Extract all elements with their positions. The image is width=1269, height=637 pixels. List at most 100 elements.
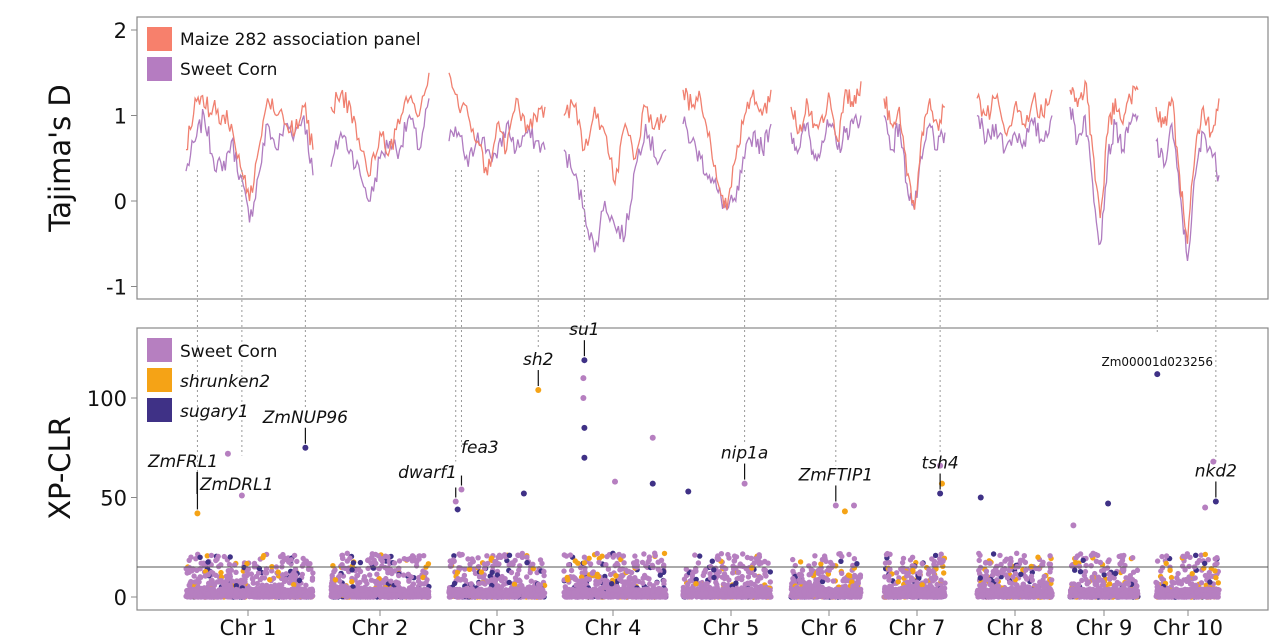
xpclr-point-sweet <box>839 553 845 560</box>
xpclr-point-sh2 <box>595 574 601 580</box>
xpclr-point-sweet <box>763 573 769 579</box>
xpclr-point-sweet <box>680 593 687 599</box>
xpclr-point-sweet <box>798 572 804 579</box>
xpclr-point-sweet <box>227 573 233 580</box>
xpclr-point-sweet <box>613 593 619 600</box>
xpclr-point-sweet <box>693 591 699 597</box>
xpclr-point-sweet <box>819 591 826 598</box>
xpclr-point-sweet <box>819 556 826 563</box>
xpclr-point-sweet <box>455 576 461 582</box>
xpclr-point-sweet <box>233 569 239 575</box>
xpclr-y-label: XP-CLR <box>43 416 77 520</box>
xpclr-point-sweet <box>533 592 539 599</box>
xpclr-point-sweet <box>391 560 398 566</box>
xpclr-point-sweet <box>931 573 937 579</box>
tajima-plot-frame <box>136 16 1269 300</box>
xpclr-point-sweet <box>470 558 476 565</box>
xpclr-point-sweet <box>643 563 649 569</box>
xpclr-point-sweet <box>692 552 698 558</box>
xpclr-point-sweet <box>496 590 503 596</box>
xpclr-point-sh2 <box>910 567 916 574</box>
xpclr-point-sweet <box>681 576 688 582</box>
tajima-line-sweet-chr6 <box>790 112 862 162</box>
xpclr-point-sweet <box>452 591 458 598</box>
xpclr-point-su1 <box>241 564 247 571</box>
xpclr-point-su1 <box>854 561 860 567</box>
xpclr-point-sweet <box>731 558 737 564</box>
xpclr-point-sweet <box>605 590 611 597</box>
xpclr-point-sweet <box>415 587 422 593</box>
xpclr-point-sweet <box>218 562 224 568</box>
xpclr-point-sweet <box>287 557 293 563</box>
xpclr-point-sweet <box>233 589 239 595</box>
xpclr-point-sweet <box>519 586 525 593</box>
xpclr-point-sweet <box>226 568 232 575</box>
xpclr-point-sweet <box>513 587 519 593</box>
xpclr-point-sweet <box>790 575 796 582</box>
xpclr-point-sweet <box>572 575 578 581</box>
xpclr-point-sh2 <box>581 560 588 566</box>
xpclr-point-sweet <box>252 587 259 593</box>
xpclr-point-sh2 <box>613 573 619 579</box>
xpclr-point-sweet <box>646 576 652 582</box>
xpclr-point-sweet <box>907 557 914 563</box>
xpclr-point-sweet <box>408 594 415 600</box>
xpclr-point-sweet <box>231 562 238 568</box>
tajima-y-tick-label: 0 <box>114 190 127 214</box>
xpclr-point-sweet <box>357 568 364 575</box>
xpclr-point-sweet <box>508 592 515 598</box>
xpclr-point-sweet <box>359 587 365 593</box>
xpclr-point-sweet <box>745 574 752 580</box>
xpclr-point-sweet <box>291 552 298 559</box>
xpclr-point-su1 <box>357 559 364 566</box>
xpclr-point-sweet <box>344 550 350 556</box>
xpclr-point-sweet <box>833 593 839 600</box>
xpclr-point-sweet <box>826 565 832 571</box>
tajima-line-maize-chr4 <box>563 99 667 187</box>
xpclr-point-sweet <box>375 553 382 559</box>
xpclr-point-sweet <box>331 593 338 599</box>
xpclr-point-sweet <box>353 589 359 595</box>
xpclr-point-sweet <box>745 588 751 594</box>
xpclr-point-sweet <box>388 578 394 584</box>
xpclr-point-sweet <box>624 568 630 575</box>
xpclr-point-sweet <box>360 592 366 598</box>
tajima-line-maize-chr8 <box>976 89 1053 138</box>
tajima-line-maize-chr2 <box>330 72 430 178</box>
xpclr-point-sweet <box>394 580 400 586</box>
xpclr-point-sweet <box>857 574 863 580</box>
xpclr-point-sh2 <box>478 569 485 575</box>
xpclr-point-su1 <box>838 558 844 564</box>
xpclr-point-sweet <box>582 565 588 571</box>
xpclr-point-sweet <box>391 587 398 593</box>
xpclr-point-sweet <box>289 593 295 599</box>
xpclr-point-sweet <box>468 581 474 587</box>
xpclr-point-sweet <box>269 568 275 574</box>
xpclr-point-sweet <box>465 589 471 595</box>
xpclr-point-su1 <box>349 567 355 573</box>
xpclr-point-sweet <box>279 582 285 588</box>
xpclr-point-sweet <box>305 566 312 572</box>
xpclr-point-su1 <box>609 581 615 587</box>
xpclr-point-su1 <box>709 558 715 564</box>
xpclr-point-sweet <box>685 588 691 594</box>
xpclr-point-su1 <box>506 579 512 586</box>
xpclr-point-sweet <box>589 570 595 576</box>
xpclr-point-su1 <box>197 554 203 560</box>
xpclr-point-sweet <box>503 591 510 597</box>
xpclr-point-sweet <box>329 586 335 593</box>
xpclr-point-sweet <box>374 571 380 577</box>
xpclr-point-sweet <box>299 563 306 569</box>
xpclr-point-sweet <box>740 563 746 569</box>
xpclr-point-sh2 <box>330 563 336 569</box>
xpclr-point-su1 <box>524 559 530 566</box>
xpclr-point-sweet <box>186 557 192 563</box>
tajima-legend: Maize 282 association panel Sweet Corn <box>147 27 421 81</box>
xpclr-point-sweet <box>702 567 709 573</box>
xpclr-point-sweet <box>247 586 254 592</box>
tajima-y-tick-label: 1 <box>114 105 127 129</box>
xpclr-point-sweet <box>239 592 245 599</box>
xpclr-point-sweet <box>248 571 255 577</box>
xpclr-point-sh2 <box>275 569 281 575</box>
